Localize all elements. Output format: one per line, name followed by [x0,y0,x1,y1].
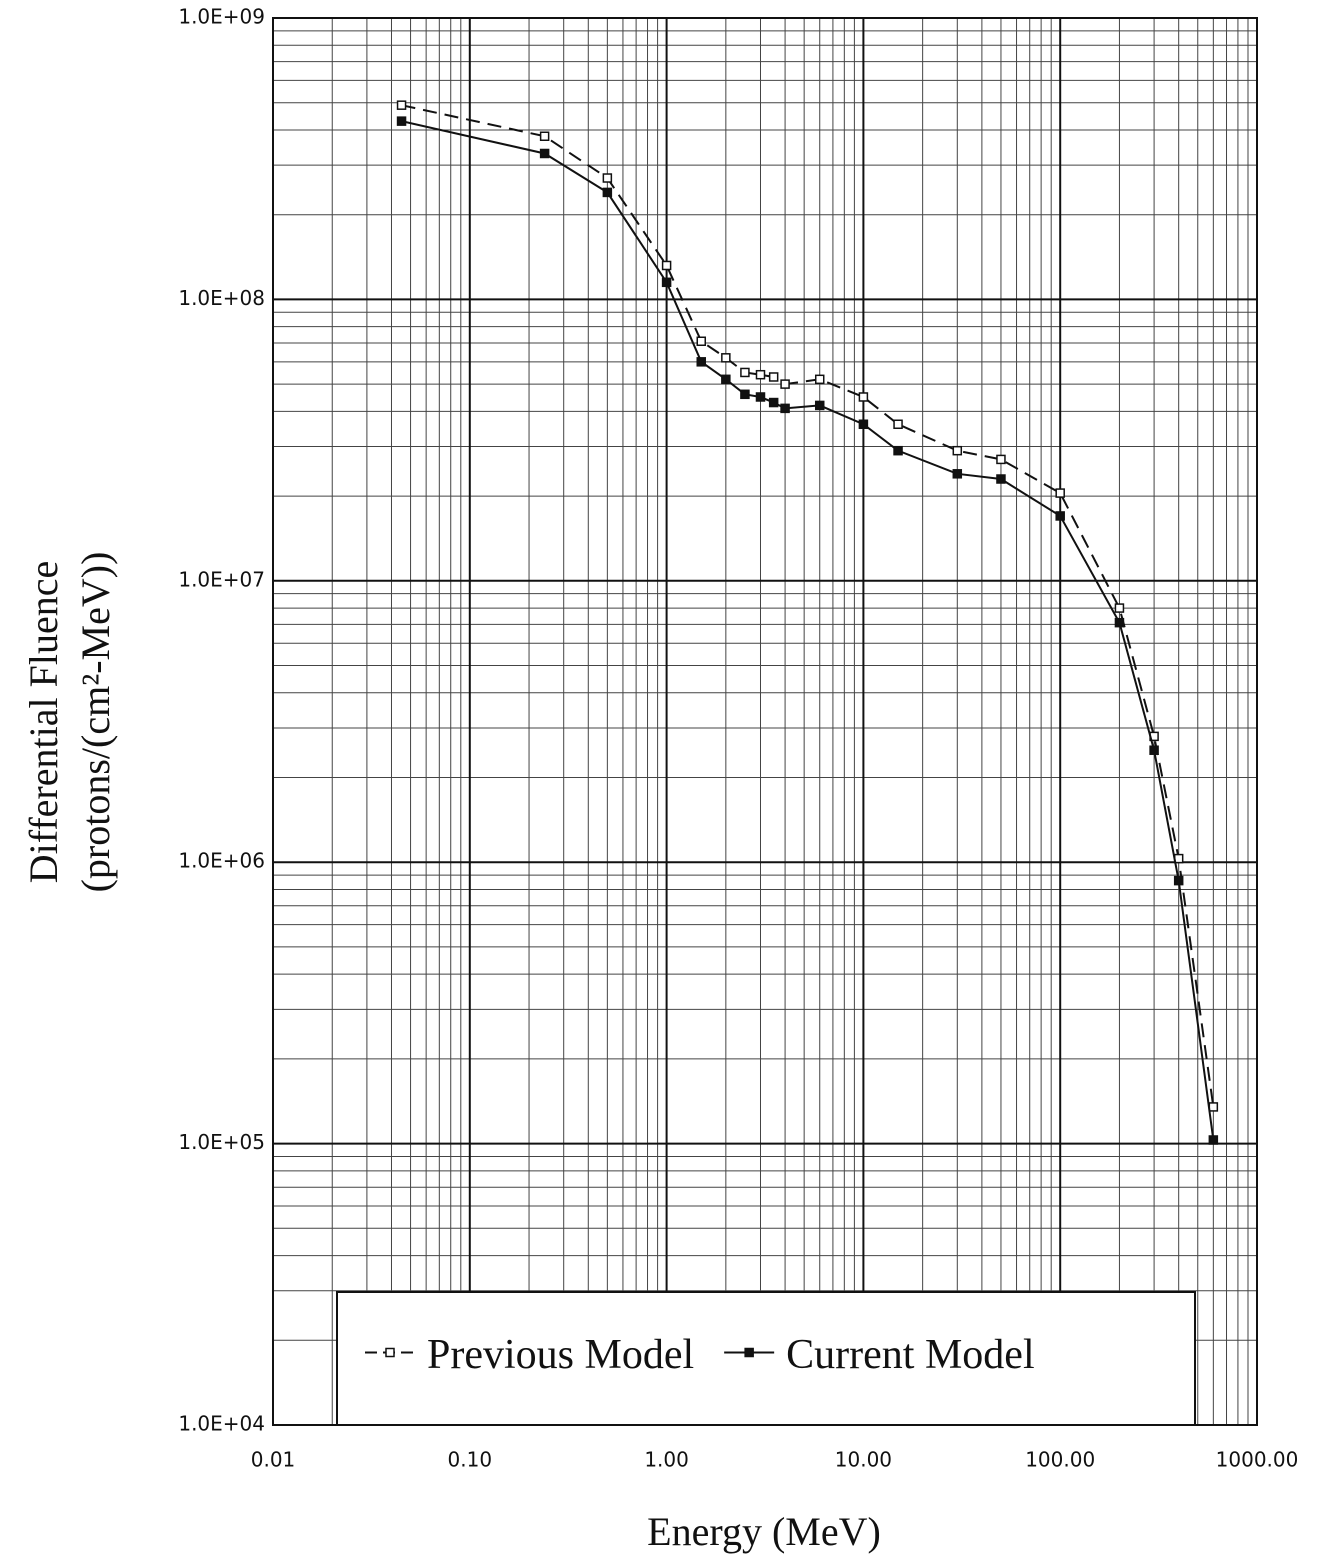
marker [696,336,707,347]
marker [385,1347,395,1358]
y-tick-label: 1.0E+04 [178,1412,265,1436]
marker [1208,1135,1219,1145]
x-tick-label: 1.00 [644,1448,689,1472]
marker [952,469,963,479]
marker [396,100,407,110]
marker [996,454,1006,465]
marker [721,374,731,385]
x-tick-label: 100.00 [1025,1448,1095,1472]
marker [539,148,550,159]
x-axis-label: Energy (MeV) [647,1509,881,1554]
marker [602,187,613,198]
marker [952,445,963,456]
marker [740,389,750,400]
marker [1149,745,1159,755]
y-tick-label: 1.0E+06 [178,849,265,873]
y-axis-label: (protons/(cm²-MeV)) [73,552,118,893]
marker [893,419,903,430]
x-tick-label: 0.10 [448,1448,493,1472]
y-tick-label: 1.0E+07 [178,567,265,591]
marker [1173,875,1184,886]
x-tick-label: 1000.00 [1216,1448,1299,1472]
marker [893,445,903,456]
plot-frame [272,17,1258,1426]
x-tick-label: 0.01 [251,1448,296,1472]
marker [661,277,672,288]
series-line [401,120,1215,1141]
marker [858,392,869,402]
marker [396,116,407,126]
legend-label: Current Model [786,1332,1034,1378]
marker [539,131,550,141]
marker [696,357,707,367]
x-tick-label: 10.00 [835,1448,892,1472]
marker [1114,603,1125,613]
legend-label: Previous Model [427,1332,694,1378]
marker [768,372,779,382]
marker [755,392,766,402]
marker [755,369,766,380]
marker [858,419,869,430]
y-tick-label: 1.0E+08 [178,286,265,310]
marker [740,367,750,378]
marker [996,474,1006,484]
y-tick-label: 1.0E+09 [178,5,265,29]
marker [768,397,779,408]
legend: Previous Model Current Model [336,1291,1196,1426]
marker [780,403,790,414]
y-tick-label: 1.0E+05 [178,1130,265,1154]
marker [1208,1102,1219,1112]
marker [1055,488,1065,498]
marker [721,353,731,363]
marker [1114,617,1125,628]
marker [602,173,613,183]
marker [814,400,825,411]
legend-box [336,1291,1196,1426]
marker [744,1347,754,1358]
series-line [401,104,1215,1108]
y-axis-label: Differential Fluence [21,561,66,883]
marker [780,379,790,389]
marker [1055,511,1065,521]
marker [814,374,825,385]
marker [661,260,672,271]
